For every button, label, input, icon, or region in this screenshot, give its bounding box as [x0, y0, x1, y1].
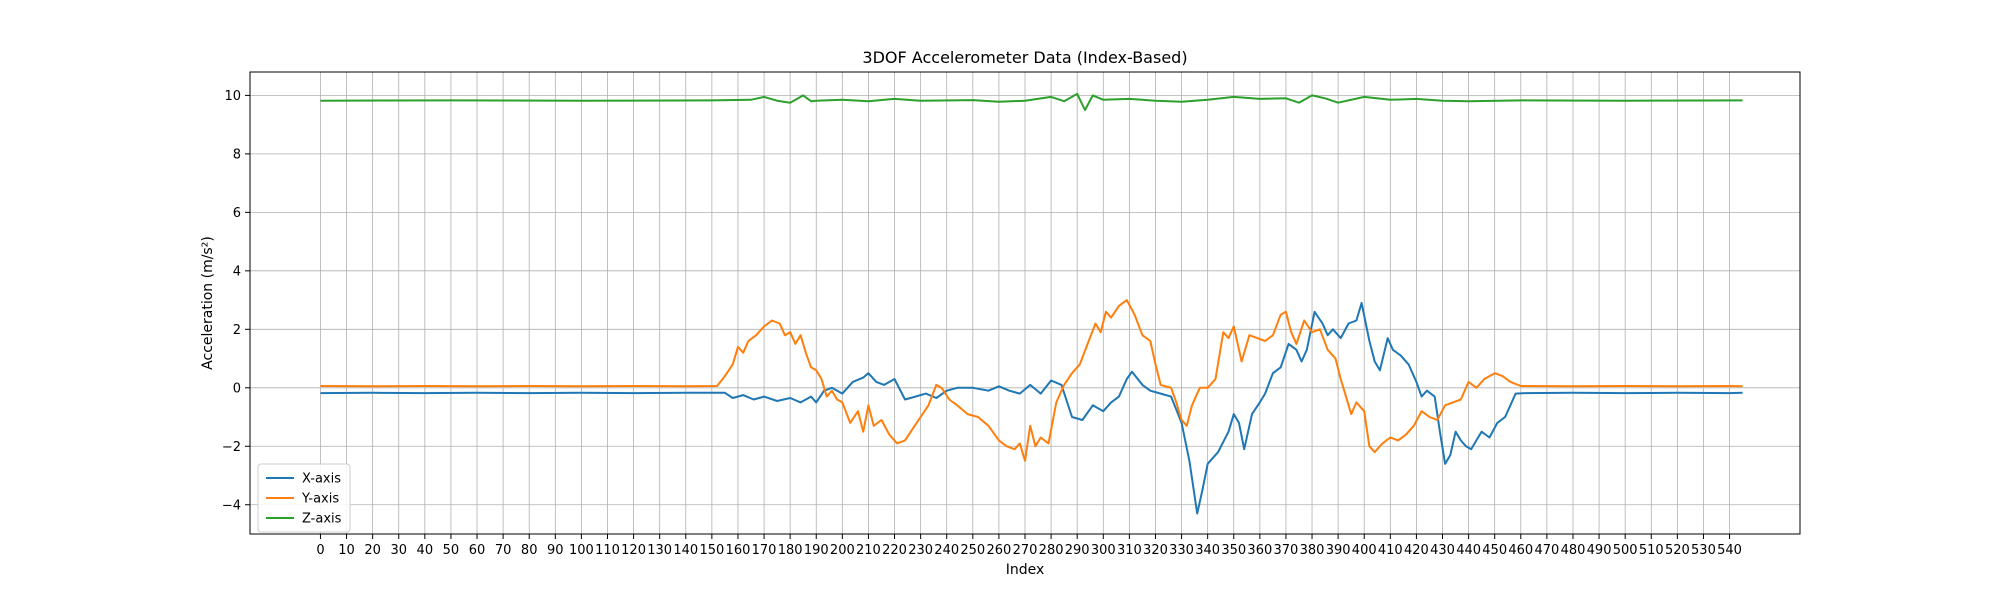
- x-axis-ticks: 0 10 20 30 40 50 60 70 80 90 100 110 120 130 140 150 160…: [316, 534, 1742, 558]
- series-line-z-axis: [320, 92, 1743, 111]
- y-axis-label: Acceleration (m/s²): [200, 236, 216, 370]
- x-tick-label: 60: [469, 543, 486, 558]
- x-tick-label: 180: [778, 543, 803, 558]
- x-tick-label: 410: [1378, 543, 1403, 558]
- series-lines: [320, 92, 1743, 515]
- legend-label: Y-axis: [301, 492, 339, 507]
- x-tick-label: 360: [1247, 543, 1272, 558]
- y-tick-label: 6: [233, 206, 241, 221]
- y-axis-ticks: −4 −2 0 2 4 6 8 10: [222, 89, 250, 513]
- x-tick-label: 240: [934, 543, 959, 558]
- x-tick-label: 380: [1300, 543, 1325, 558]
- y-tick-label: −2: [222, 440, 241, 455]
- x-tick-label: 500: [1613, 543, 1638, 558]
- x-tick-label: 340: [1195, 543, 1220, 558]
- x-tick-label: 40: [417, 543, 434, 558]
- x-tick-label: 440: [1456, 543, 1481, 558]
- x-tick-label: 150: [699, 543, 724, 558]
- x-tick-label: 430: [1430, 543, 1455, 558]
- x-tick-label: 0: [316, 543, 324, 558]
- legend-label: Z-axis: [302, 512, 342, 527]
- x-tick-label: 170: [752, 543, 777, 558]
- x-tick-label: 80: [521, 543, 538, 558]
- x-tick-label: 230: [908, 543, 933, 558]
- y-tick-label: 4: [233, 264, 241, 279]
- x-tick-label: 50: [443, 543, 460, 558]
- x-tick-label: 140: [673, 543, 698, 558]
- x-tick-label: 470: [1534, 543, 1559, 558]
- legend-label: X-axis: [302, 472, 341, 487]
- x-tick-label: 420: [1404, 543, 1429, 558]
- series-line-x-axis: [320, 302, 1743, 515]
- x-tick-label: 510: [1639, 543, 1664, 558]
- x-tick-label: 540: [1717, 543, 1742, 558]
- x-tick-label: 300: [1091, 543, 1116, 558]
- x-tick-label: 100: [569, 543, 594, 558]
- x-tick-label: 200: [830, 543, 855, 558]
- x-tick-label: 210: [856, 543, 881, 558]
- series-line-y-axis: [320, 299, 1743, 462]
- legend-box: [257, 463, 351, 533]
- x-tick-label: 390: [1326, 543, 1351, 558]
- x-tick-label: 270: [1013, 543, 1038, 558]
- chart-title: 3DOF Accelerometer Data (Index-Based): [862, 48, 1187, 67]
- x-tick-label: 260: [986, 543, 1011, 558]
- x-tick-label: 110: [595, 543, 620, 558]
- x-tick-label: 370: [1274, 543, 1299, 558]
- y-tick-label: 10: [224, 89, 241, 104]
- x-tick-label: 460: [1508, 543, 1533, 558]
- y-tick-label: 2: [233, 323, 241, 338]
- y-tick-label: 0: [233, 381, 241, 396]
- x-tick-label: 20: [364, 543, 381, 558]
- x-tick-label: 90: [547, 543, 564, 558]
- y-tick-label: −4: [222, 498, 241, 513]
- x-tick-label: 250: [960, 543, 985, 558]
- x-tick-label: 220: [882, 543, 907, 558]
- x-tick-label: 520: [1665, 543, 1690, 558]
- x-tick-label: 530: [1691, 543, 1716, 558]
- x-tick-label: 70: [495, 543, 512, 558]
- x-tick-label: 310: [1117, 543, 1142, 558]
- x-axis-label: Index: [1006, 562, 1045, 578]
- x-tick-label: 350: [1221, 543, 1246, 558]
- x-tick-label: 320: [1143, 543, 1168, 558]
- x-tick-label: 160: [726, 543, 751, 558]
- grid: [250, 72, 1800, 534]
- x-tick-label: 30: [390, 543, 407, 558]
- legend: X-axis Y-axis Z-axis: [257, 463, 351, 533]
- y-tick-label: 8: [233, 147, 241, 162]
- x-tick-label: 400: [1352, 543, 1377, 558]
- x-tick-label: 290: [1065, 543, 1090, 558]
- x-tick-label: 280: [1039, 543, 1064, 558]
- x-tick-label: 490: [1587, 543, 1612, 558]
- x-tick-label: 190: [804, 543, 829, 558]
- x-tick-label: 130: [647, 543, 672, 558]
- x-tick-label: 450: [1482, 543, 1507, 558]
- x-tick-label: 330: [1169, 543, 1194, 558]
- x-tick-label: 120: [621, 543, 646, 558]
- x-tick-label: 480: [1561, 543, 1586, 558]
- x-tick-label: 10: [338, 543, 355, 558]
